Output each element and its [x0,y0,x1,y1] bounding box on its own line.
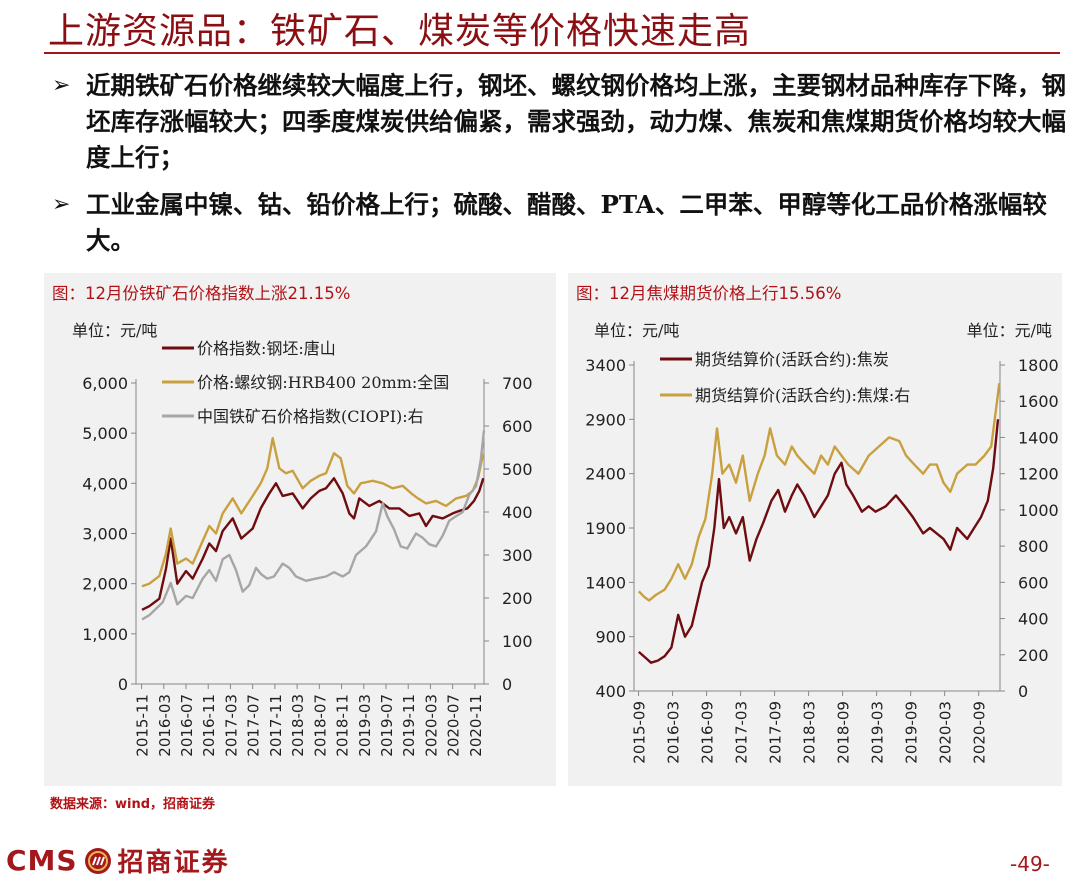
x-tick-label: 2016-09 [699,701,717,764]
y-right-tick-label: 1800 [1018,356,1059,375]
x-tick-label: 2017-09 [767,701,785,764]
x-tick-label: 2016-03 [665,701,683,764]
x-tick-label: 2018-03 [289,694,307,757]
y-right-tick-label: 600 [502,417,533,436]
y-left-tick-label: 6,000 [82,374,128,393]
cms-logo[interactable]: CMS 招商证券 [6,842,230,879]
logo-text: CMS [6,844,78,877]
bullet-2: ➢ 工业金属中镍、钴、铅价格上行；硫酸、醋酸、PTA、二甲苯、甲醇等化工品价格涨… [52,187,1072,261]
x-tick-label: 2020-09 [971,701,989,764]
y-right-tick-label: 200 [1018,646,1049,665]
logo-badge-icon [84,847,111,874]
x-tick-label: 2020-11 [467,694,485,757]
chart-2-svg: 单位：元/吨 单位：元/吨 400 900 1400 1900 2400 2900 3400 0 2… [585,321,1059,764]
series-line-0 [141,477,485,611]
y-right-tick-label: 1600 [1018,392,1059,411]
x-tick-label: 2018-03 [801,701,819,764]
page-number: -49- [1010,852,1050,876]
y-right-tick-label: 1000 [1018,501,1059,520]
logo-company-name: 招商证券 [117,848,230,878]
x-tick-label: 2018-11 [334,694,352,757]
series-line-1 [637,382,1001,602]
y-left-tick-label: 1900 [585,519,626,538]
title-divider [44,52,1060,54]
legend-label-1: 期货结算价(活跃合约):焦煤:右 [695,386,910,405]
y-right-tick-label: 400 [502,503,533,522]
bullet-arrow-icon: ➢ [52,192,71,217]
chart-panel-iron-ore: 图：12月份铁矿石价格指数上涨21.15% 单位：元/吨 0 1,000 2,000 3… [44,273,556,786]
legend-label-0: 价格指数:钢坯:唐山 [197,339,336,358]
x-tick-label: 2015-11 [134,694,152,757]
y-left-tick-label: 0 [118,675,128,694]
unit-label: 单位：元/吨 [72,321,157,340]
y-left-tick-label: 3,000 [82,525,128,544]
series-line-2 [141,430,486,621]
x-tick-label: 2018-09 [835,701,853,764]
x-tick-label: 2017-03 [222,694,240,757]
legend-label-2: 中国铁矿石价格指数(CIOPI):右 [197,407,424,426]
y-left-tick-label: 2400 [585,465,626,484]
x-tick-label: 2019-03 [869,701,887,764]
y-right-tick-label: 600 [1018,573,1049,592]
x-tick-label: 2020-03 [422,694,440,757]
chart-2-title: 图：12月焦煤期货价格上行15.56% [576,284,842,303]
y-left-tick-label: 1400 [585,573,626,592]
bullet-2-text: 工业金属中镍、钴、铅价格上行；硫酸、醋酸、PTA、二甲苯、甲醇等化工品价格涨幅较… [86,190,1047,255]
page-title: 上游资源品：铁矿石、煤炭等价格快速走高 [48,11,752,52]
y-left-tick-label: 400 [595,682,626,701]
x-tick-label: 2015-09 [631,701,649,764]
y-right-tick-label: 800 [1018,537,1049,556]
series-line-1 [141,437,485,588]
y-right-tick-label: 0 [502,675,512,694]
bullet-1-text: 近期铁矿石价格继续较大幅度上行，钢坯、螺纹钢价格均上涨，主要钢材品种库存下降，钢… [86,71,1066,172]
y-left-tick-label: 5,000 [82,424,128,443]
y-left-tick-label: 2900 [585,410,626,429]
unit-label-right: 单位：元/吨 [967,321,1052,340]
y-right-tick-label: 400 [1018,610,1049,629]
y-right-tick-label: 700 [502,374,533,393]
x-tick-label: 2016-03 [156,694,174,757]
y-right-tick-label: 300 [502,546,533,565]
y-left-tick-label: 3400 [585,356,626,375]
x-tick-label: 2018-07 [311,694,329,757]
y-right-tick-label: 1400 [1018,428,1059,447]
x-tick-label: 2019-07 [378,694,396,757]
chart-1-svg: 单位：元/吨 0 1,000 2,000 3,000 4,000 5,000 6,000 0 10… [72,321,533,757]
x-tick-label: 2020-07 [445,694,463,757]
y-left-tick-label: 2,000 [82,575,128,594]
legend-label-0: 期货结算价(活跃合约):焦炭 [695,350,889,369]
y-left-tick-label: 900 [595,628,626,647]
x-tick-label: 2019-03 [356,694,374,757]
series-line-0 [638,419,1000,664]
y-right-tick-label: 500 [502,460,533,479]
x-tick-label: 2016-07 [178,694,196,757]
x-tick-label: 2017-03 [733,701,751,764]
data-source: 数据来源：wind，招商证券 [50,797,216,812]
chart-panel-coking-coal: 图：12月焦煤期货价格上行15.56% 单位：元/吨 单位：元/吨 400 900 14… [568,273,1062,786]
x-tick-label: 2019-11 [400,694,418,757]
y-right-tick-label: 100 [502,632,533,651]
chart-1-title: 图：12月份铁矿石价格指数上涨21.15% [52,284,351,303]
x-tick-label: 2017-11 [267,694,285,757]
legend-label-1: 价格:螺纹钢:HRB400 20mm:全国 [197,373,449,392]
x-tick-label: 2019-09 [903,701,921,764]
bullet-1: ➢ 近期铁矿石价格继续较大幅度上行，钢坯、螺纹钢价格均上涨，主要钢材品种库存下降… [52,68,1072,178]
y-right-tick-label: 200 [502,589,533,608]
y-left-tick-label: 1,000 [82,625,128,644]
x-tick-label: 2016-11 [200,694,218,757]
x-tick-label: 2017-07 [245,694,263,757]
x-tick-label: 2020-03 [937,701,955,764]
y-right-tick-label: 1200 [1018,465,1059,484]
y-right-tick-label: 0 [1018,682,1028,701]
unit-label-left: 单位：元/吨 [594,321,679,340]
bullet-arrow-icon: ➢ [52,73,71,98]
y-left-tick-label: 4,000 [82,474,128,493]
